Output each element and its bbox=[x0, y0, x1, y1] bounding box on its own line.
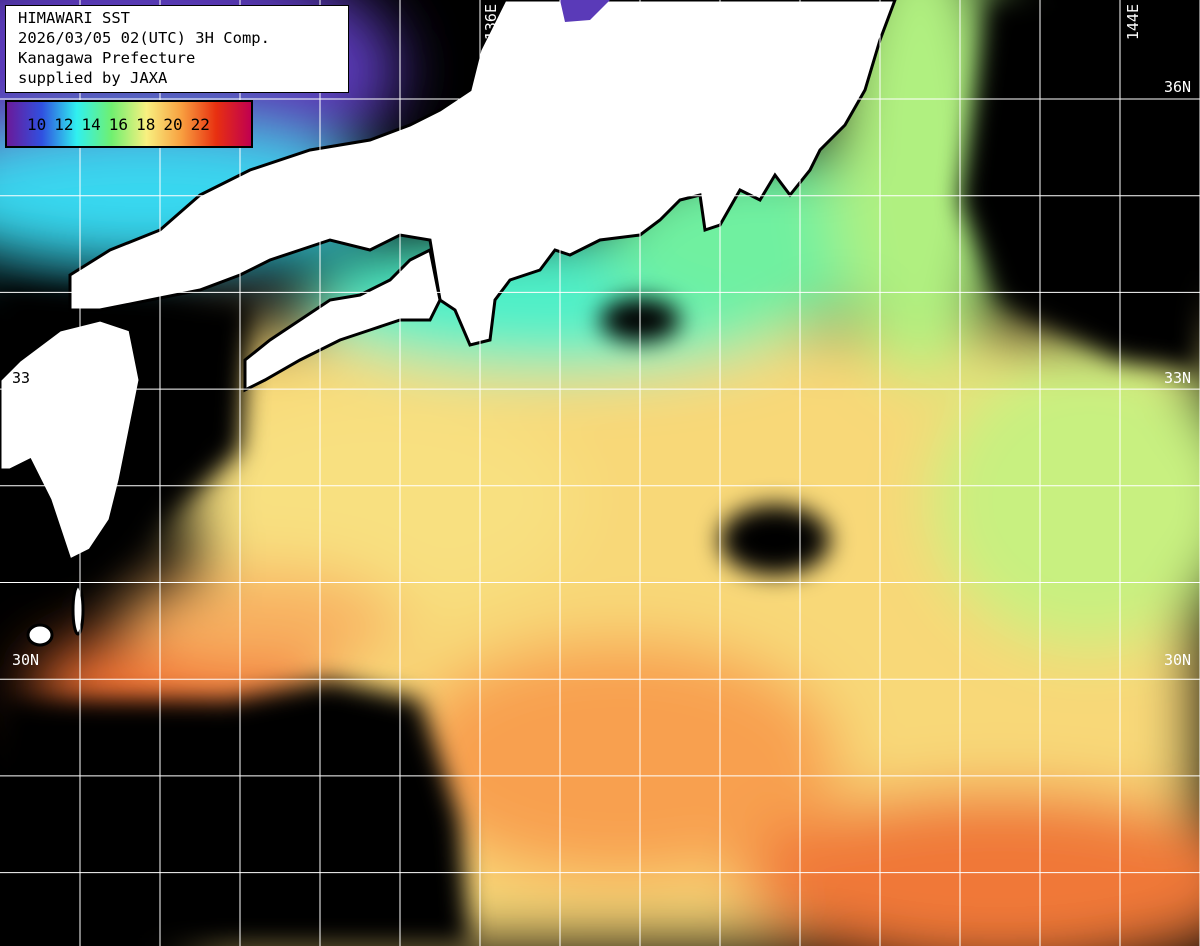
kyushu-land bbox=[0, 318, 142, 563]
lat-label-30n: 30N bbox=[1164, 651, 1192, 669]
noto-bay bbox=[560, 0, 610, 22]
legend-label: 12 bbox=[54, 114, 74, 134]
color-scale-legend: 10 12 14 16 18 20 22 bbox=[5, 100, 253, 148]
title-datetime: 2026/03/05 02(UTC) 3H Comp. bbox=[18, 29, 270, 47]
lon-label-144e: 144E bbox=[1124, 4, 1142, 41]
legend-label: 10 bbox=[27, 114, 47, 134]
title-product: HIMAWARI SST bbox=[18, 9, 130, 27]
legend-label: 18 bbox=[136, 114, 156, 134]
title-region: Kanagawa Prefecture bbox=[18, 49, 196, 67]
lat-label-30n-left: 30N bbox=[12, 651, 40, 669]
lat-label-36n: 36N bbox=[1164, 78, 1192, 96]
land bbox=[0, 0, 897, 647]
lat-label-33-left: 33 bbox=[12, 369, 31, 387]
title-box: HIMAWARI SST 2026/03/05 02(UTC) 3H Comp.… bbox=[5, 5, 349, 93]
legend-label: 16 bbox=[108, 114, 129, 134]
tanegashima-land bbox=[71, 584, 85, 636]
honshu-land bbox=[68, 0, 897, 347]
legend-label: 20 bbox=[163, 114, 183, 134]
legend-label: 22 bbox=[190, 114, 210, 134]
yakushima-land bbox=[26, 623, 54, 647]
lat-label-33n: 33N bbox=[1164, 369, 1192, 387]
lon-label-136e: 136E bbox=[482, 4, 500, 41]
title-credit: supplied by JAXA bbox=[18, 69, 168, 87]
legend-label: 14 bbox=[81, 114, 101, 134]
